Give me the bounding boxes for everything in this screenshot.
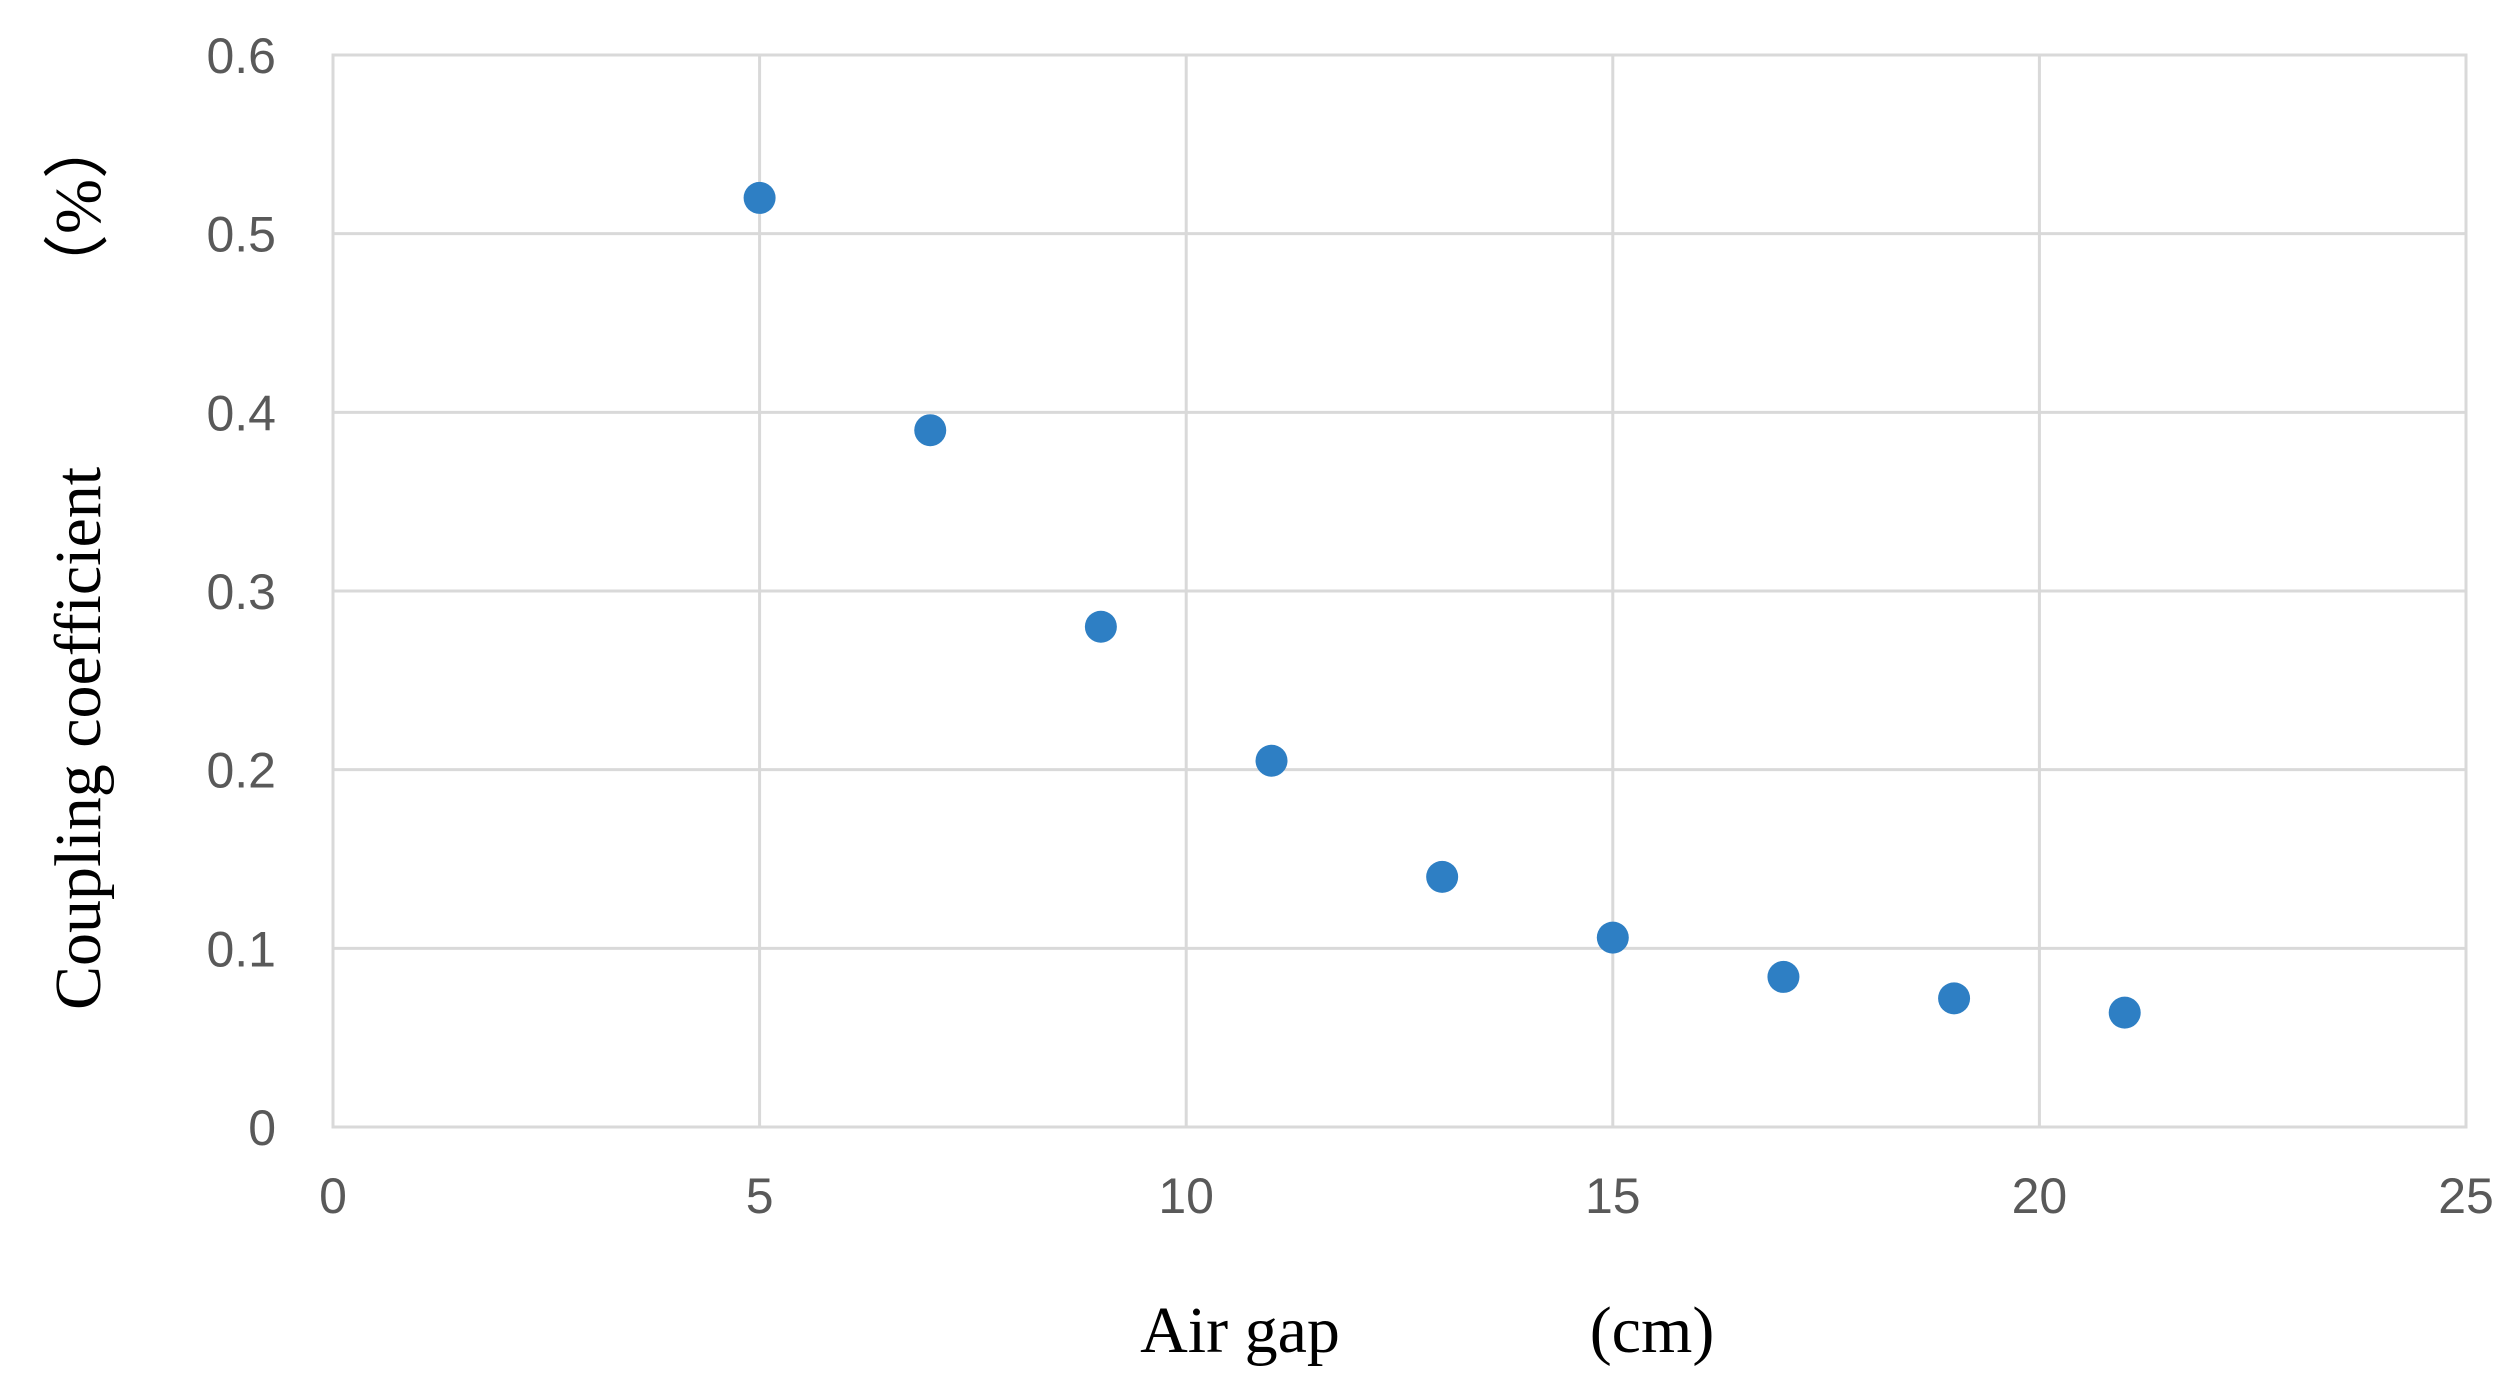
data-point xyxy=(1938,982,1971,1015)
x-tick-label: 20 xyxy=(2012,1168,2068,1224)
y-tick-label: 0.2 xyxy=(206,743,276,799)
data-point xyxy=(1084,610,1117,643)
data-points xyxy=(743,181,2141,1029)
y-tick-label: 0.1 xyxy=(206,921,276,977)
y-axis-title: Coupling coefficient xyxy=(42,467,115,1010)
x-axis-ticks: 0 5 10 15 20 25 xyxy=(319,1168,2494,1224)
y-tick-label: 0.5 xyxy=(206,207,276,263)
x-axis-unit: (cm) xyxy=(1590,1294,1715,1367)
data-point xyxy=(2108,996,2141,1029)
x-tick-label: 15 xyxy=(1585,1168,1641,1224)
y-axis-ticks: 0 0.1 0.2 0.3 0.4 0.5 0.6 xyxy=(206,28,276,1156)
y-tick-label: 0.3 xyxy=(206,564,276,620)
data-point xyxy=(743,181,776,214)
grid xyxy=(331,53,2468,1129)
plot-area-border xyxy=(331,53,2468,1129)
data-point xyxy=(914,414,947,447)
x-tick-label: 0 xyxy=(319,1168,347,1224)
x-tick-label: 25 xyxy=(2438,1168,2494,1224)
x-tick-label: 5 xyxy=(746,1168,774,1224)
y-tick-label: 0 xyxy=(248,1100,276,1156)
data-point xyxy=(1426,860,1459,893)
x-tick-label: 10 xyxy=(1158,1168,1214,1224)
y-tick-label: 0.4 xyxy=(206,385,276,441)
data-point xyxy=(1255,744,1288,777)
y-tick-label: 0.6 xyxy=(206,28,276,84)
data-point xyxy=(1767,960,1800,993)
y-axis-unit: （%） xyxy=(42,113,115,300)
x-axis-title: Air gap xyxy=(1140,1294,1340,1367)
data-point xyxy=(1596,921,1629,954)
